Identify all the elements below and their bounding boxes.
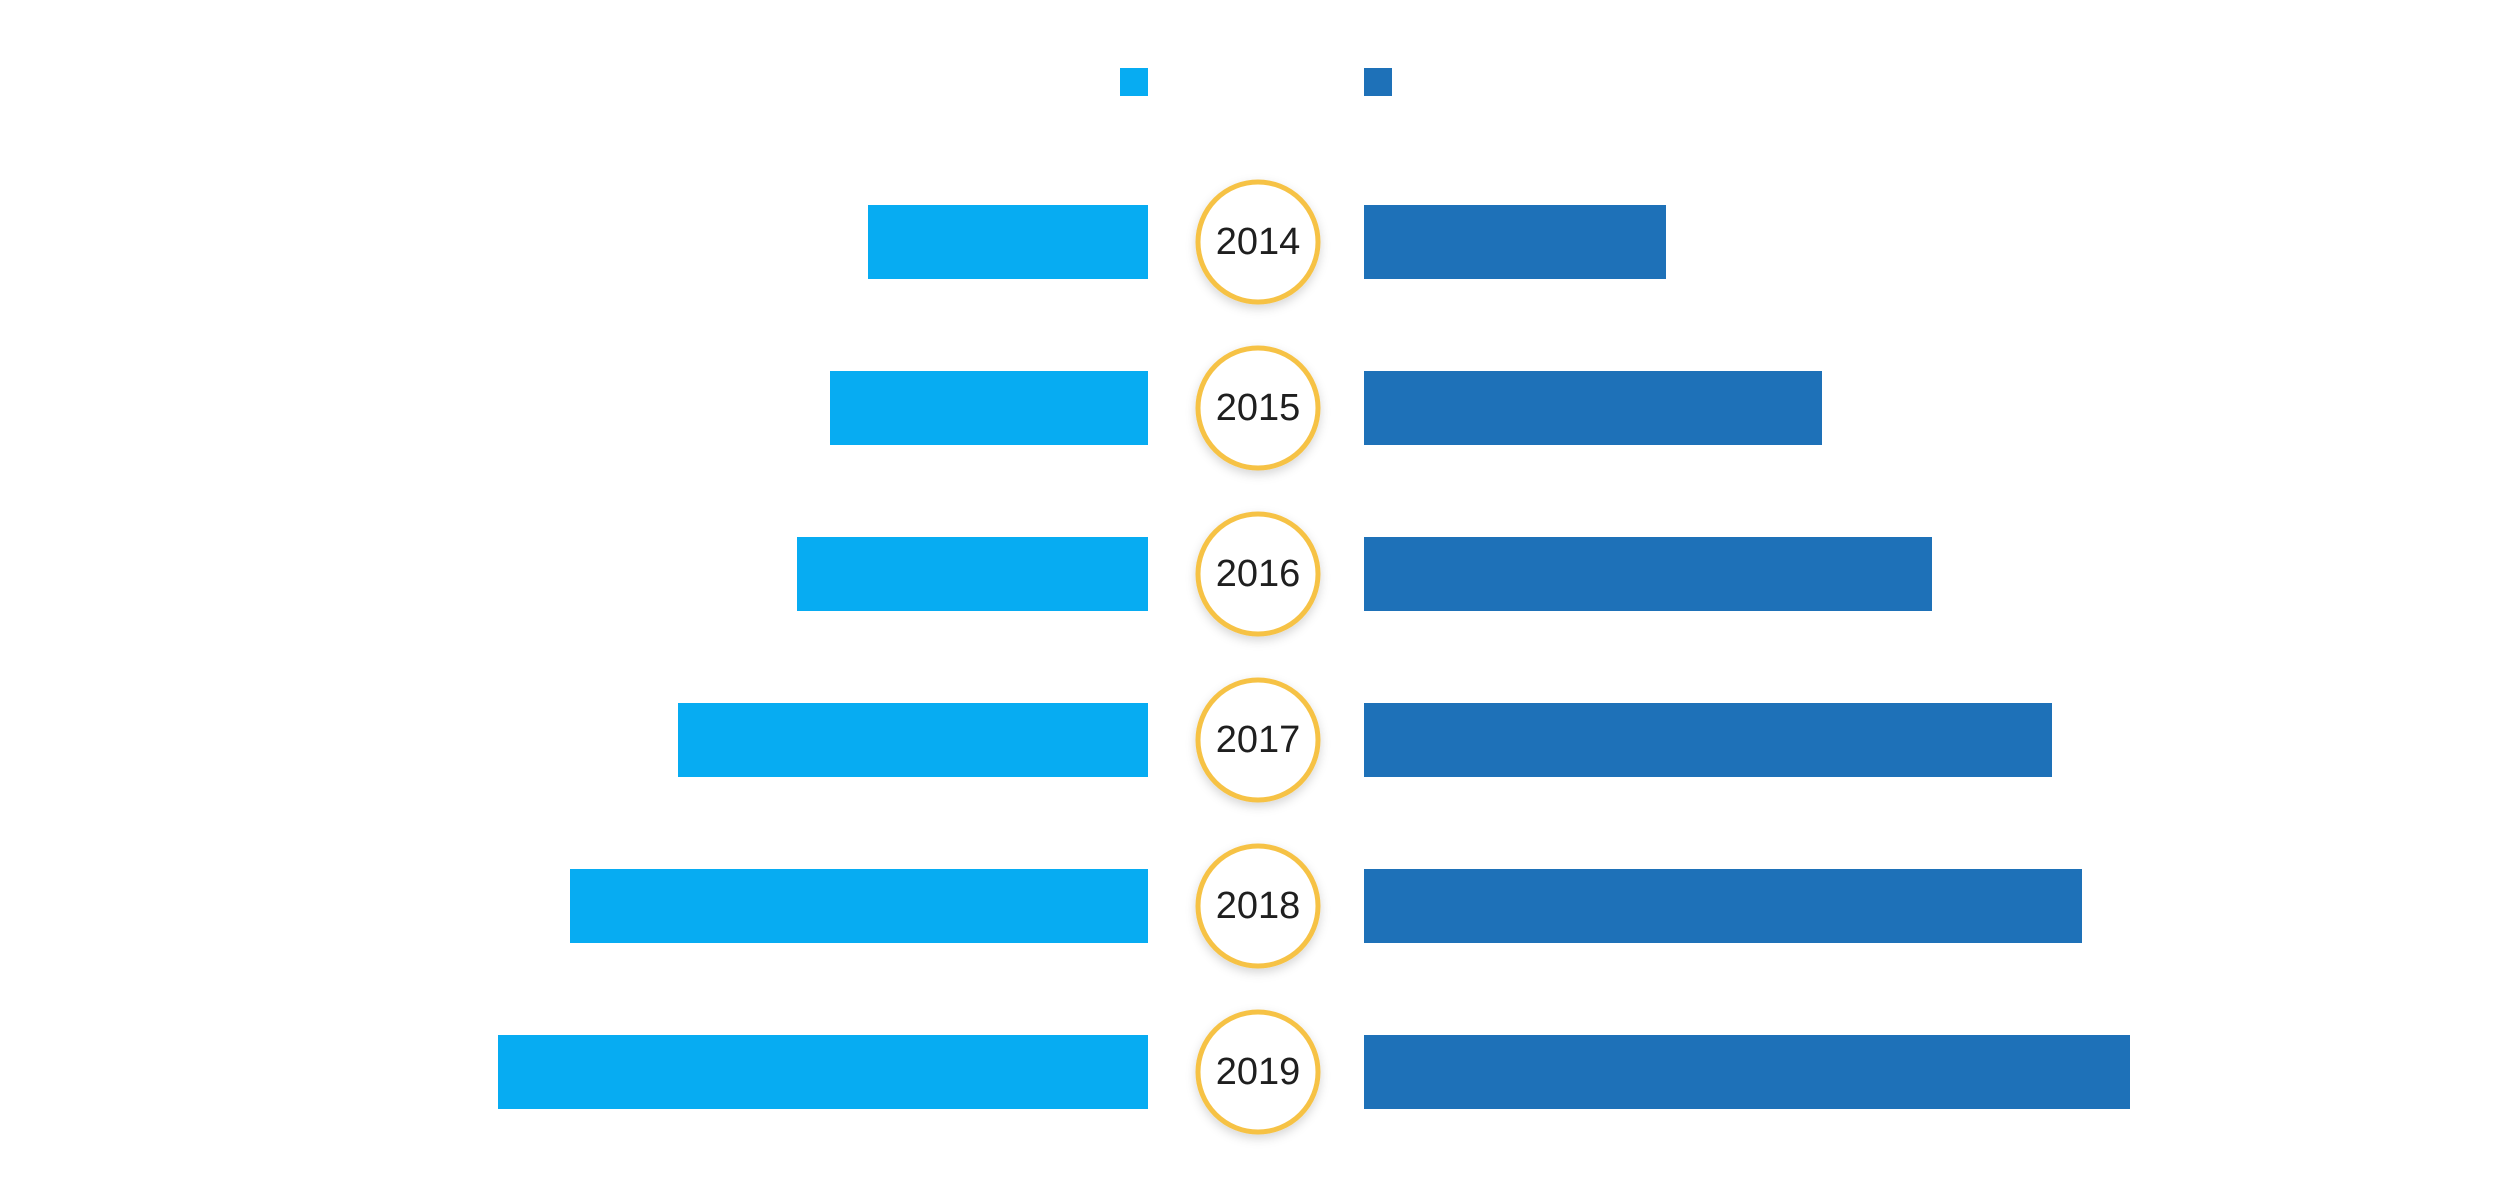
year-badge-2016 <box>1195 511 1321 637</box>
bar-left-2017 <box>678 703 1148 777</box>
year-label-2017: 2017 <box>1216 719 1301 761</box>
year-badge-2015 <box>1195 345 1321 471</box>
legend-swatch-left <box>1120 68 1148 96</box>
bar-right-2017 <box>1364 703 2052 777</box>
year-label-2014: 2014 <box>1216 221 1301 263</box>
bar-left-2015 <box>830 371 1148 445</box>
year-badge-2017 <box>1195 677 1321 803</box>
bar-right-2016 <box>1364 537 1932 611</box>
year-label-2018: 2018 <box>1216 885 1301 927</box>
year-badge-2018 <box>1195 843 1321 969</box>
bar-right-2018 <box>1364 869 2082 943</box>
year-badge-2019 <box>1195 1009 1321 1135</box>
legend-swatch-right <box>1364 68 1392 96</box>
bar-right-2015 <box>1364 371 1822 445</box>
bar-left-2016 <box>797 537 1148 611</box>
year-label-2016: 2016 <box>1216 553 1301 595</box>
bar-left-2014 <box>868 205 1148 279</box>
bar-right-2019 <box>1364 1035 2130 1109</box>
year-label-2019: 2019 <box>1216 1051 1301 1093</box>
bar-left-2018 <box>570 869 1148 943</box>
year-label-2015: 2015 <box>1216 387 1301 429</box>
bar-left-2019 <box>498 1035 1148 1109</box>
year-badge-2014 <box>1195 179 1321 305</box>
bar-right-2014 <box>1364 205 1666 279</box>
